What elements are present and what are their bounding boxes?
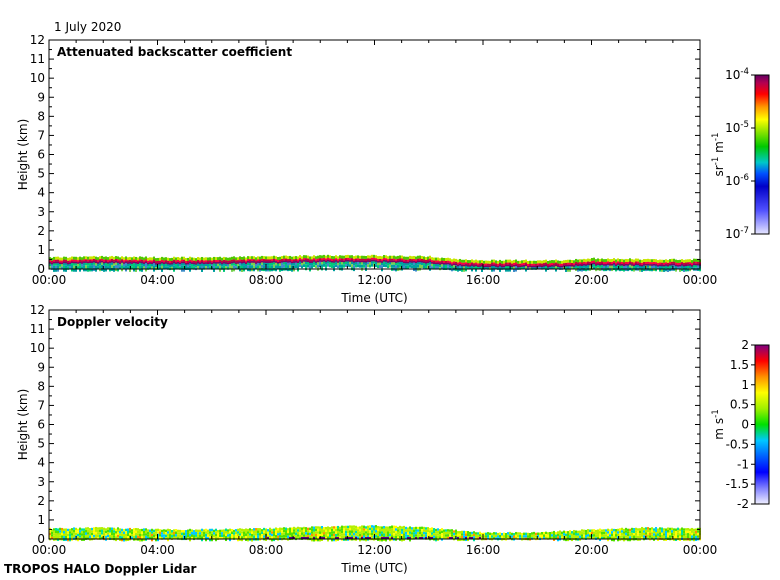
y-tick-label: 1 <box>37 243 45 257</box>
colorbar-tick-label: -2 <box>737 497 749 511</box>
colorbar-tick-label: 0.5 <box>730 398 749 412</box>
y-tick-label: 6 <box>37 148 45 162</box>
x-tick-label: 20:00 <box>574 543 609 557</box>
y-tick-label: 5 <box>37 167 45 181</box>
colorbar-tick-label: 10-7 <box>725 226 749 241</box>
y-tick-label: 3 <box>37 205 45 219</box>
x-tick-label: 00:00 <box>32 273 67 287</box>
y-axis-label: Height (km) <box>16 119 30 190</box>
x-axis-label: Time (UTC) <box>340 561 407 575</box>
x-tick-label: 04:00 <box>140 273 175 287</box>
y-tick-label: 4 <box>37 186 45 200</box>
colorbar-tick-label: 2 <box>741 338 749 352</box>
date-label: 1 July 2020 <box>54 20 122 34</box>
x-tick-label: 16:00 <box>466 543 501 557</box>
panel-title: Doppler velocity <box>57 315 168 329</box>
x-tick-label: 08:00 <box>249 543 284 557</box>
colorbar-tick-label: 10-5 <box>725 120 749 135</box>
y-tick-label: 2 <box>37 224 45 238</box>
y-tick-label: 12 <box>30 303 45 317</box>
y-tick-label: 9 <box>37 90 45 104</box>
y-tick-label: 4 <box>37 456 45 470</box>
colorbar-tick-label: -0.5 <box>726 437 749 451</box>
x-axis-label: Time (UTC) <box>340 291 407 305</box>
x-tick-label: 00:00 <box>683 543 718 557</box>
y-tick-label: 7 <box>37 128 45 142</box>
colorbar-tick-label: -1.5 <box>726 477 749 491</box>
y-tick-label: 5 <box>37 437 45 451</box>
x-tick-label: 08:00 <box>249 273 284 287</box>
colorbar-tick-label: 10-4 <box>725 67 749 82</box>
x-tick-label: 12:00 <box>357 273 392 287</box>
y-tick-label: 8 <box>37 109 45 123</box>
y-tick-label: 10 <box>30 341 45 355</box>
y-tick-label: 0 <box>37 262 45 276</box>
y-tick-label: 6 <box>37 418 45 432</box>
y-tick-label: 3 <box>37 475 45 489</box>
colorbar-tick-label: 0 <box>741 418 749 432</box>
x-tick-label: 00:00 <box>683 273 718 287</box>
y-tick-label: 0 <box>37 532 45 546</box>
y-axis-label: Height (km) <box>16 389 30 460</box>
y-tick-label: 11 <box>30 52 45 66</box>
colorbar <box>754 74 770 235</box>
plot-area <box>49 40 700 269</box>
x-tick-label: 00:00 <box>32 543 67 557</box>
colorbar-tick-label: 1.5 <box>730 358 749 372</box>
x-tick-label: 20:00 <box>574 273 609 287</box>
heatmap-field <box>49 525 701 542</box>
x-tick-label: 16:00 <box>466 273 501 287</box>
y-tick-label: 12 <box>30 33 45 47</box>
y-tick-label: 11 <box>30 322 45 336</box>
colorbar-tick-label: 10-6 <box>725 173 749 188</box>
x-tick-label: 04:00 <box>140 543 175 557</box>
plot-area <box>49 310 700 539</box>
colorbar <box>754 344 770 505</box>
y-tick-label: 9 <box>37 360 45 374</box>
colorbar-tick-label: -1 <box>737 457 749 471</box>
y-tick-label: 10 <box>30 71 45 85</box>
y-tick-label: 2 <box>37 494 45 508</box>
y-tick-label: 7 <box>37 398 45 412</box>
panel-title: Attenuated backscatter coefficient <box>57 45 292 59</box>
y-tick-label: 8 <box>37 379 45 393</box>
x-tick-label: 12:00 <box>357 543 392 557</box>
colorbar-label: sr-1 m-1 <box>711 133 726 177</box>
colorbar-label: m s-1 <box>711 409 726 439</box>
footer-label: TROPOS HALO Doppler Lidar <box>4 562 197 576</box>
colorbar-tick-label: 1 <box>741 378 749 392</box>
y-tick-label: 1 <box>37 513 45 527</box>
